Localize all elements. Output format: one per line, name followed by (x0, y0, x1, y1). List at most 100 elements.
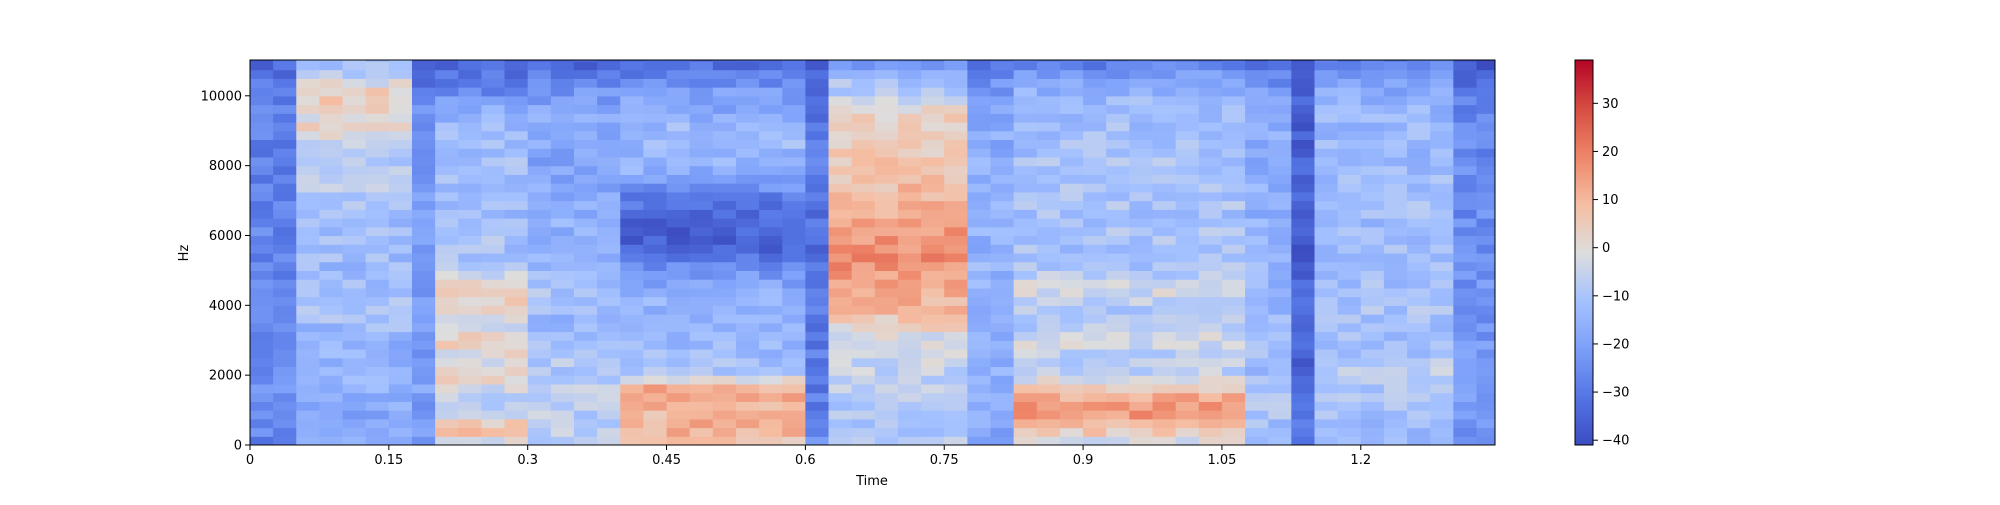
heatmap-cell (411, 436, 436, 445)
heatmap-cell (435, 305, 459, 315)
heatmap-cell (527, 78, 552, 88)
heatmap-cell (828, 113, 853, 123)
heatmap-cell (666, 261, 691, 271)
heatmap-cell (365, 218, 390, 228)
heatmap-cell (296, 156, 321, 167)
heatmap-cell (435, 357, 459, 368)
heatmap-cell (643, 340, 668, 350)
heatmap-cell (1175, 130, 1200, 141)
heatmap-cell (388, 261, 413, 271)
heatmap-cell (1083, 165, 1107, 175)
heatmap-cell (944, 200, 968, 210)
heatmap-cell (273, 191, 297, 202)
heatmap-cell (967, 348, 992, 359)
heatmap-cell (1152, 148, 1177, 158)
heatmap-cell (1476, 95, 1495, 106)
heatmap-cell (1175, 104, 1200, 114)
heatmap-cell (759, 418, 783, 429)
heatmap-cell (944, 60, 968, 62)
heatmap-cell (782, 104, 806, 114)
heatmap-cell (365, 174, 390, 184)
heatmap-cell (481, 436, 506, 445)
heatmap-cell (1083, 366, 1107, 376)
heatmap-cell (828, 331, 853, 341)
heatmap-cell (1268, 139, 1292, 149)
heatmap-cell (1106, 392, 1130, 402)
heatmap-cell (550, 244, 575, 254)
heatmap-cell (735, 366, 760, 376)
heatmap-cell (1407, 235, 1431, 245)
heatmap-cell (1175, 148, 1200, 158)
heatmap-cell (250, 418, 274, 429)
heatmap-cell (1013, 348, 1038, 359)
heatmap-cell (1314, 60, 1339, 62)
heatmap-cell (828, 436, 853, 445)
heatmap-cell (1337, 104, 1362, 114)
heatmap-cell (1360, 60, 1385, 71)
heatmap-cell (504, 156, 529, 167)
heatmap-cell (1221, 261, 1246, 271)
heatmap-cell (527, 401, 552, 411)
heatmap-cell (1036, 436, 1061, 445)
heatmap-cell (550, 357, 575, 368)
heatmap-cell (550, 121, 575, 132)
heatmap-cell (1198, 279, 1223, 289)
heatmap-cell (1291, 366, 1316, 376)
heatmap-cell (759, 244, 783, 254)
heatmap-cell (1476, 252, 1495, 263)
heatmap-cell (1245, 156, 1269, 167)
heatmap-cell (1360, 69, 1385, 79)
heatmap-cell (250, 340, 274, 350)
heatmap-cell (666, 410, 691, 420)
heatmap-cell (527, 436, 552, 445)
heatmap-cell (573, 60, 598, 62)
heatmap-cell (365, 401, 390, 411)
heatmap-cell (573, 95, 598, 106)
heatmap-cell (828, 305, 853, 315)
heatmap-cell (1268, 314, 1292, 324)
heatmap-cell (828, 296, 853, 306)
heatmap-cell (1152, 287, 1177, 298)
heatmap-cell (805, 401, 830, 411)
heatmap-cell (1337, 279, 1362, 289)
heatmap-cell (527, 296, 552, 306)
heatmap-cell (1106, 383, 1130, 394)
heatmap-cell (921, 60, 945, 71)
heatmap-cell (620, 427, 644, 437)
heatmap-cell (666, 305, 691, 315)
heatmap-cell (967, 130, 992, 141)
heatmap-cell (250, 191, 274, 202)
heatmap-cell (1083, 148, 1107, 158)
plot-frame (249, 59, 1496, 446)
heatmap-cell (1152, 296, 1177, 306)
heatmap-cell (712, 252, 737, 263)
heatmap-cell (1013, 314, 1038, 324)
heatmap-cell (1245, 60, 1269, 62)
heatmap-cell (1198, 331, 1223, 341)
heatmap-cell (1476, 191, 1495, 202)
heatmap-cell (1059, 357, 1084, 368)
heatmap-cell (851, 139, 876, 149)
heatmap-cell (319, 235, 344, 245)
heatmap-cell (1453, 410, 1478, 420)
heatmap-cell (1360, 113, 1385, 123)
heatmap-cell (735, 130, 760, 141)
heatmap-cell (1059, 95, 1084, 106)
heatmap-cell (1013, 165, 1038, 175)
heatmap-cell (1013, 418, 1038, 429)
heatmap-cell (689, 322, 714, 333)
heatmap-cell (851, 401, 876, 411)
heatmap-cell (1013, 87, 1038, 97)
heatmap-cell (1036, 226, 1061, 237)
heatmap-cell (643, 322, 668, 333)
heatmap-cell (342, 252, 367, 263)
heatmap-cell (458, 87, 483, 97)
heatmap-cell (620, 78, 644, 88)
heatmap-cell (342, 60, 367, 71)
heatmap-cell (1106, 191, 1130, 202)
heatmap-cell (967, 191, 992, 202)
heatmap-cell (1360, 191, 1385, 202)
heatmap-cell (990, 69, 1015, 79)
y-tick-label: 10000 (201, 89, 242, 104)
heatmap-cell (597, 287, 621, 298)
